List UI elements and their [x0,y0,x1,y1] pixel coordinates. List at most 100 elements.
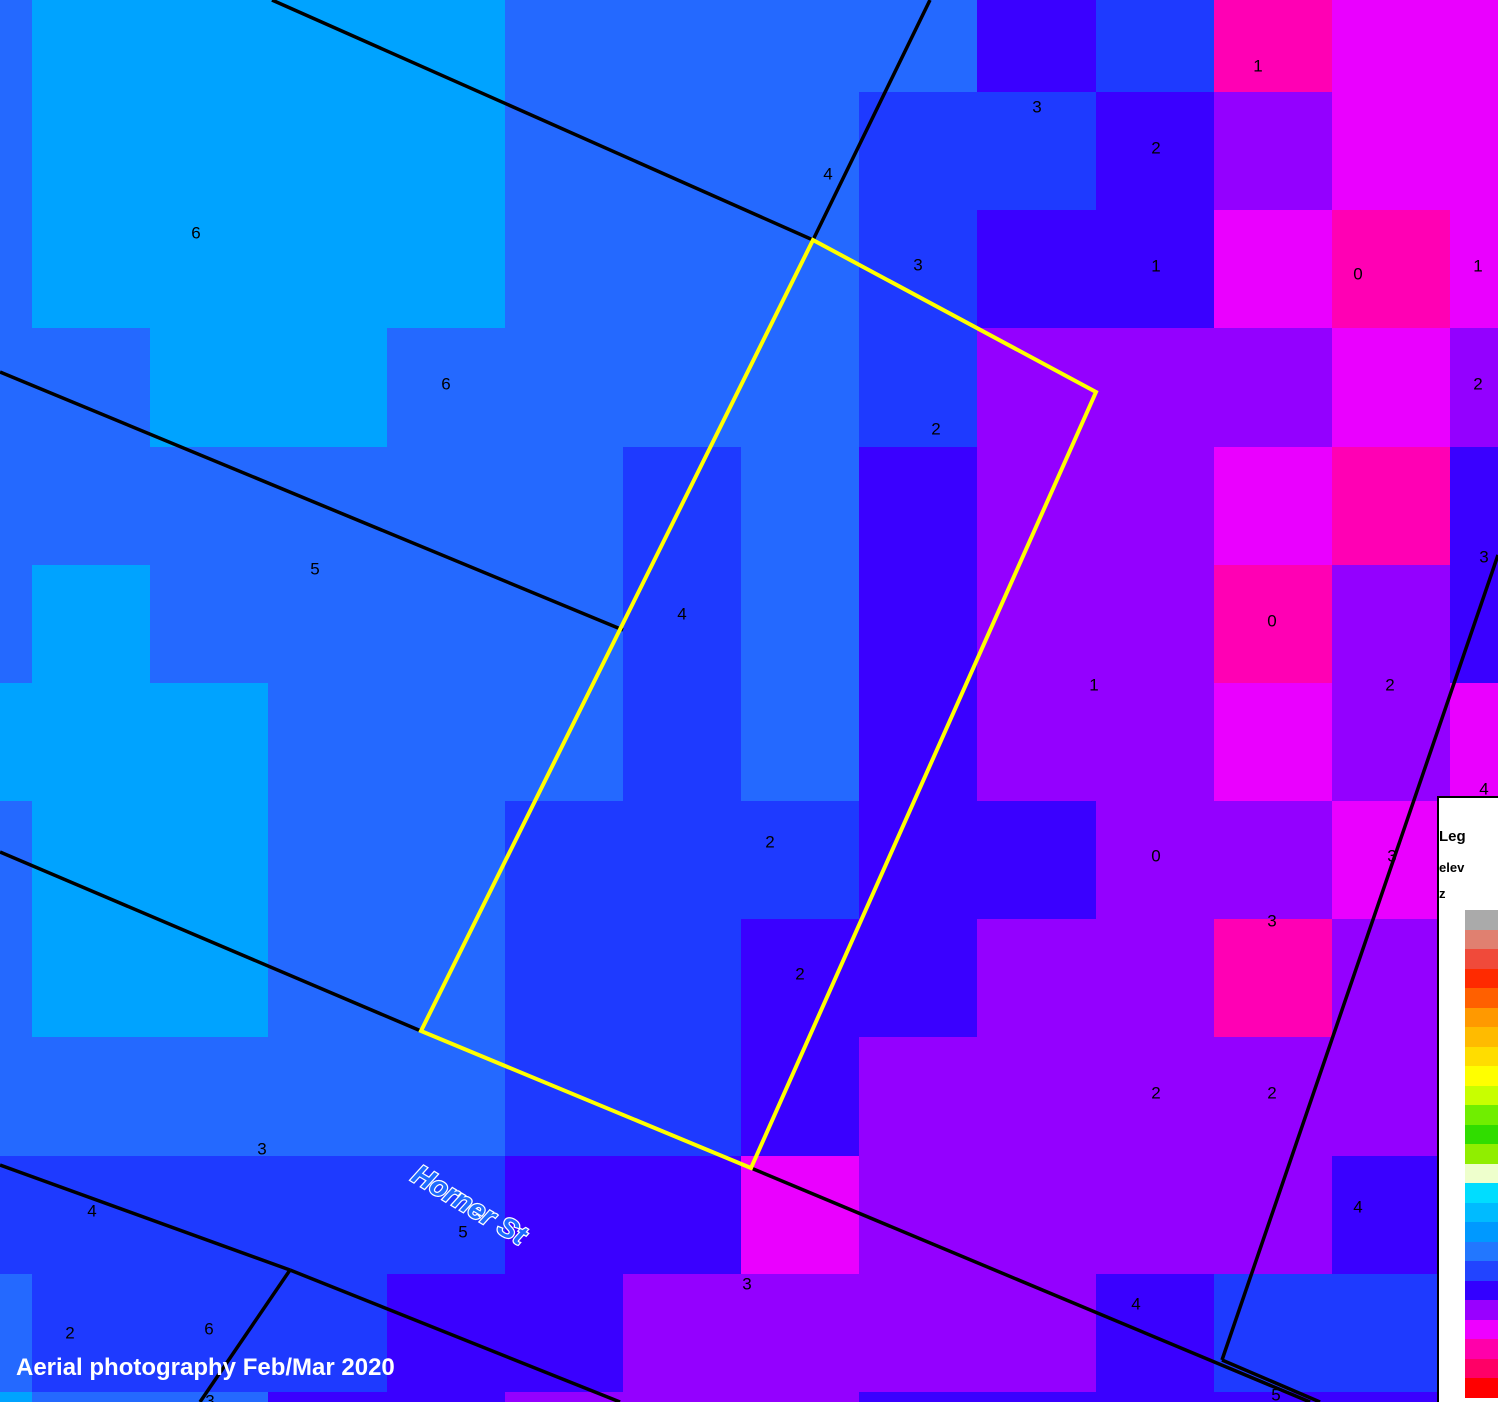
elevation-cell [1214,328,1333,448]
legend-swatch [1465,1339,1498,1359]
cell-elevation-label: 5 [458,1222,467,1241]
legend-swatch [1465,1319,1498,1339]
elevation-cell [32,1037,151,1157]
elevation-cell [1332,565,1451,684]
elevation-cell [268,801,388,920]
elevation-cell [1214,0,1333,93]
elevation-cell [32,92,151,211]
elevation-cell [977,447,1097,566]
elevation-cell [32,210,151,329]
elevation-cell [1332,328,1451,448]
property-line [811,0,932,241]
legend-swatch [1465,1358,1498,1378]
elevation-cell [150,1037,269,1157]
elevation-cell [505,1037,624,1157]
elevation-cell [977,328,1097,448]
elevation-cell [1332,447,1451,566]
elevation-cell [1332,92,1451,211]
elevation-cell [859,1037,978,1157]
elevation-cell [1096,801,1215,920]
elevation-cell [0,210,33,329]
elevation-cell [32,919,151,1038]
elevation-cell [977,1274,1097,1393]
elevation-cell [150,328,269,448]
elevation-cell [1450,92,1498,211]
elevation-cell [623,328,742,448]
elevation-cell [1214,1392,1333,1402]
elevation-cell [1096,210,1215,329]
elevation-cell [623,210,742,329]
elevation-cell [0,1037,33,1157]
elevation-cell [150,919,269,1038]
elevation-cell [859,801,978,920]
legend-swatch [1465,1280,1498,1300]
elevation-cell [741,801,860,920]
legend-swatch [1465,1163,1498,1183]
legend-swatch [1465,1046,1498,1066]
elevation-cell [1450,447,1498,566]
elevation-cell [859,0,978,93]
elevation-cell [977,919,1097,1038]
elevation-cell [741,0,860,93]
elevation-cell [268,0,388,93]
elevation-cell [387,565,506,684]
cell-elevation-label: 5 [310,559,319,578]
elevation-cell [0,565,33,684]
legend-swatch [1465,1007,1498,1027]
legend-swatch [1465,1085,1498,1105]
elevation-cell [741,683,860,802]
elevation-cell [1096,919,1215,1038]
elevation-cell [1214,92,1333,211]
cell-elevation-label: 3 [257,1139,266,1158]
elevation-cell [505,447,624,566]
property-line [271,0,814,242]
cell-elevation-label: 4 [677,604,686,623]
legend-layer-name: elev [1439,860,1465,875]
elevation-cell [1332,210,1451,329]
property-line [289,1268,621,1402]
elevation-cell [741,1274,860,1393]
elevation-cell [1214,683,1333,802]
cell-elevation-label: 3 [742,1274,751,1293]
cell-elevation-label: 4 [1479,779,1488,798]
legend-swatch [1465,1124,1498,1144]
elevation-cell [268,1392,388,1402]
elevation-cell [150,565,269,684]
elevation-cell [977,0,1097,93]
elevation-cell [1332,683,1451,802]
elevation-cell [977,1156,1097,1275]
elevation-cell [741,1392,860,1402]
elevation-cell [387,210,506,329]
elevation-cell [977,1392,1097,1402]
elevation-cell [0,919,33,1038]
elevation-cell [1096,1392,1215,1402]
elevation-cell [623,801,742,920]
subject-lot-outline[interactable] [418,237,1099,1171]
elevation-cell [1450,683,1498,802]
elevation-cell [1214,210,1333,329]
elevation-cell [387,447,506,566]
elevation-cell [741,1156,860,1275]
elevation-cell [859,565,978,684]
elevation-cell [1332,1392,1451,1402]
elevation-cell [505,919,624,1038]
cell-labels: 1 3 2 4 6 3 1 0 1 6 2 2 5 4 3 0 2 1 2 4 3 0 3 2 2 2 3 4 4 5 3 4 2 6 5 3 [65,56,1488,1402]
property-line [0,1163,291,1272]
elevation-cell [1332,1274,1451,1393]
elevation-cell [859,92,978,211]
cell-elevation-label: 1 [1151,256,1160,275]
elevation-cell [268,683,388,802]
elevation-cell [32,328,151,448]
elevation-cell [1450,328,1498,448]
elevation-cell [1214,919,1333,1038]
elevation-cell [268,919,388,1038]
elevation-cell [150,92,269,211]
elevation-cell [741,919,860,1038]
elevation-cell [268,1156,388,1275]
elevation-cell [1214,1274,1333,1393]
legend-swatch [1465,1105,1498,1125]
legend-swatch [1465,1378,1498,1398]
elevation-cell [1096,1274,1215,1393]
